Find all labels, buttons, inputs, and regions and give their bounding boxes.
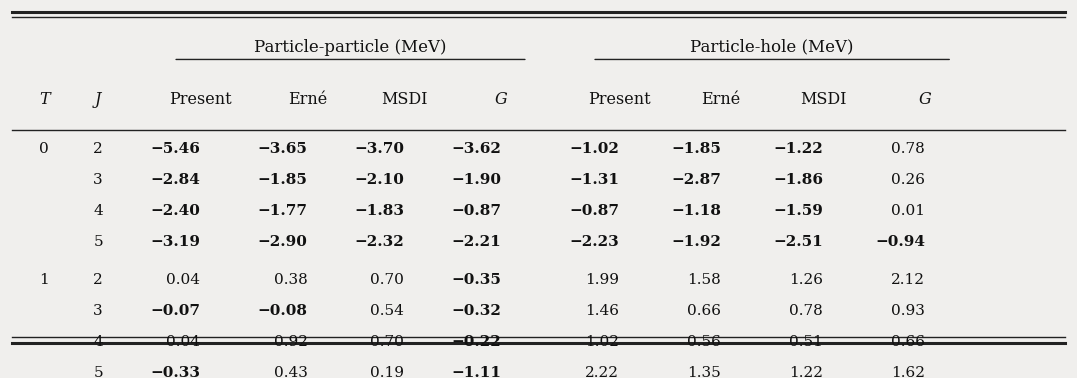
Text: −0.08: −0.08 <box>257 304 308 318</box>
Text: −0.87: −0.87 <box>451 204 501 218</box>
Text: 0.26: 0.26 <box>892 173 925 187</box>
Text: 0: 0 <box>40 142 50 156</box>
Text: −0.32: −0.32 <box>451 304 501 318</box>
Text: −3.65: −3.65 <box>257 142 308 156</box>
Text: Erné: Erné <box>701 91 741 108</box>
Text: Particle-hole (MeV): Particle-hole (MeV) <box>690 39 854 56</box>
Text: 0.93: 0.93 <box>892 304 925 318</box>
Text: 1.62: 1.62 <box>892 366 925 378</box>
Text: 1.26: 1.26 <box>789 273 823 287</box>
Text: G: G <box>919 91 932 108</box>
Text: −1.02: −1.02 <box>569 142 619 156</box>
Text: −0.33: −0.33 <box>150 366 200 378</box>
Text: 0.43: 0.43 <box>274 366 308 378</box>
Text: 1.99: 1.99 <box>585 273 619 287</box>
Text: −1.11: −1.11 <box>451 366 501 378</box>
Text: 0.78: 0.78 <box>892 142 925 156</box>
Text: 0.70: 0.70 <box>370 273 404 287</box>
Text: 0.04: 0.04 <box>166 335 200 349</box>
Text: 1.02: 1.02 <box>585 335 619 349</box>
Text: 1.46: 1.46 <box>585 304 619 318</box>
Text: MSDI: MSDI <box>381 91 428 108</box>
Text: G: G <box>494 91 507 108</box>
Text: 0.56: 0.56 <box>687 335 722 349</box>
Text: −2.84: −2.84 <box>151 173 200 187</box>
Text: −0.22: −0.22 <box>451 335 501 349</box>
Text: −1.83: −1.83 <box>354 204 404 218</box>
Text: 0.01: 0.01 <box>892 204 925 218</box>
Text: Particle-particle (MeV): Particle-particle (MeV) <box>254 39 447 56</box>
Text: −0.94: −0.94 <box>876 235 925 249</box>
Text: T: T <box>39 91 50 108</box>
Text: J: J <box>95 91 101 108</box>
Text: 0.38: 0.38 <box>274 273 308 287</box>
Text: 4: 4 <box>94 204 103 218</box>
Text: −3.70: −3.70 <box>354 142 404 156</box>
Text: 2: 2 <box>94 142 103 156</box>
Text: 1.22: 1.22 <box>789 366 823 378</box>
Text: 0.70: 0.70 <box>370 335 404 349</box>
Text: 1.58: 1.58 <box>687 273 722 287</box>
Text: 1: 1 <box>40 273 50 287</box>
Text: 3: 3 <box>94 304 103 318</box>
Text: 0.92: 0.92 <box>274 335 308 349</box>
Text: Present: Present <box>588 91 651 108</box>
Text: −5.46: −5.46 <box>151 142 200 156</box>
Text: 2: 2 <box>94 273 103 287</box>
Text: −0.87: −0.87 <box>569 204 619 218</box>
Text: 4: 4 <box>94 335 103 349</box>
Text: −1.85: −1.85 <box>671 142 722 156</box>
Text: −1.92: −1.92 <box>671 235 722 249</box>
Text: −1.85: −1.85 <box>257 173 308 187</box>
Text: −2.23: −2.23 <box>570 235 619 249</box>
Text: −1.31: −1.31 <box>569 173 619 187</box>
Text: 0.66: 0.66 <box>892 335 925 349</box>
Text: −1.22: −1.22 <box>773 142 823 156</box>
Text: −2.21: −2.21 <box>451 235 501 249</box>
Text: −0.35: −0.35 <box>451 273 501 287</box>
Text: −0.07: −0.07 <box>150 304 200 318</box>
Text: 2.12: 2.12 <box>892 273 925 287</box>
Text: 2.22: 2.22 <box>585 366 619 378</box>
Text: 5: 5 <box>94 366 103 378</box>
Text: −3.19: −3.19 <box>150 235 200 249</box>
Text: Present: Present <box>169 91 232 108</box>
Text: −2.40: −2.40 <box>151 204 200 218</box>
Text: 0.54: 0.54 <box>370 304 404 318</box>
Text: −1.18: −1.18 <box>671 204 722 218</box>
Text: −1.86: −1.86 <box>773 173 823 187</box>
Text: −2.10: −2.10 <box>354 173 404 187</box>
Text: −1.59: −1.59 <box>773 204 823 218</box>
Text: −3.62: −3.62 <box>451 142 501 156</box>
Text: 3: 3 <box>94 173 103 187</box>
Text: 5: 5 <box>94 235 103 249</box>
Text: −2.90: −2.90 <box>257 235 308 249</box>
Text: 1.35: 1.35 <box>687 366 722 378</box>
Text: −2.32: −2.32 <box>354 235 404 249</box>
Text: −2.51: −2.51 <box>773 235 823 249</box>
Text: −2.87: −2.87 <box>671 173 722 187</box>
Text: 0.78: 0.78 <box>789 304 823 318</box>
Text: 0.66: 0.66 <box>687 304 722 318</box>
Text: −1.90: −1.90 <box>451 173 501 187</box>
Text: MSDI: MSDI <box>800 91 847 108</box>
Text: 0.19: 0.19 <box>370 366 404 378</box>
Text: 0.04: 0.04 <box>166 273 200 287</box>
Text: Erné: Erné <box>288 91 327 108</box>
Text: −1.77: −1.77 <box>257 204 308 218</box>
Text: 0.51: 0.51 <box>789 335 823 349</box>
